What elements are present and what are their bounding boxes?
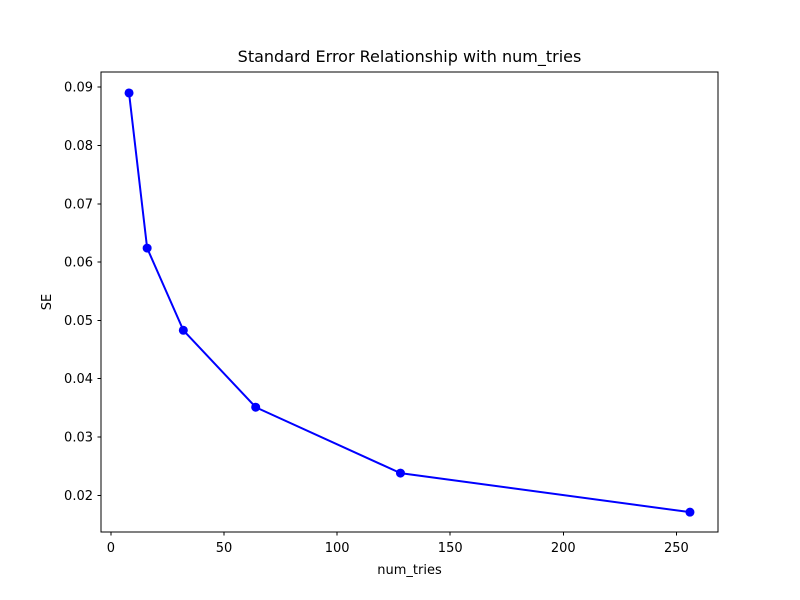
x-tick-label: 50 (216, 541, 233, 556)
y-tick-label: 0.05 (64, 314, 93, 329)
y-tick-label: 0.03 (64, 430, 93, 445)
data-point (142, 243, 152, 253)
y-axis-label: SE (40, 294, 55, 310)
y-tick-label: 0.09 (64, 81, 93, 96)
y-tick-label: 0.06 (64, 256, 93, 271)
data-point (685, 507, 695, 517)
y-tick-label: 0.02 (64, 489, 93, 504)
y-tick-label: 0.07 (64, 197, 93, 212)
x-tick-label: 0 (107, 541, 115, 556)
y-tick-label: 0.04 (64, 372, 93, 387)
data-point (178, 325, 188, 335)
data-series (124, 88, 695, 517)
x-axis-ticks: 0 50 100 150 200 250 (107, 532, 689, 556)
data-point (124, 88, 134, 98)
x-axis-label: num_tries (377, 563, 442, 578)
y-tick-label: 0.08 (64, 139, 93, 154)
chart-title: Standard Error Relationship with num_tri… (238, 47, 582, 67)
x-tick-label: 250 (664, 541, 689, 556)
data-line (128, 91, 691, 514)
x-tick-label: 100 (325, 541, 350, 556)
data-point (395, 468, 405, 478)
y-axis-ticks: 0.02 0.03 0.04 0.05 0.06 0.07 0.08 0.09 (64, 81, 101, 504)
plot-area (100, 71, 719, 533)
x-tick-label: 150 (438, 541, 463, 556)
data-point (251, 402, 261, 412)
x-tick-label: 200 (551, 541, 576, 556)
